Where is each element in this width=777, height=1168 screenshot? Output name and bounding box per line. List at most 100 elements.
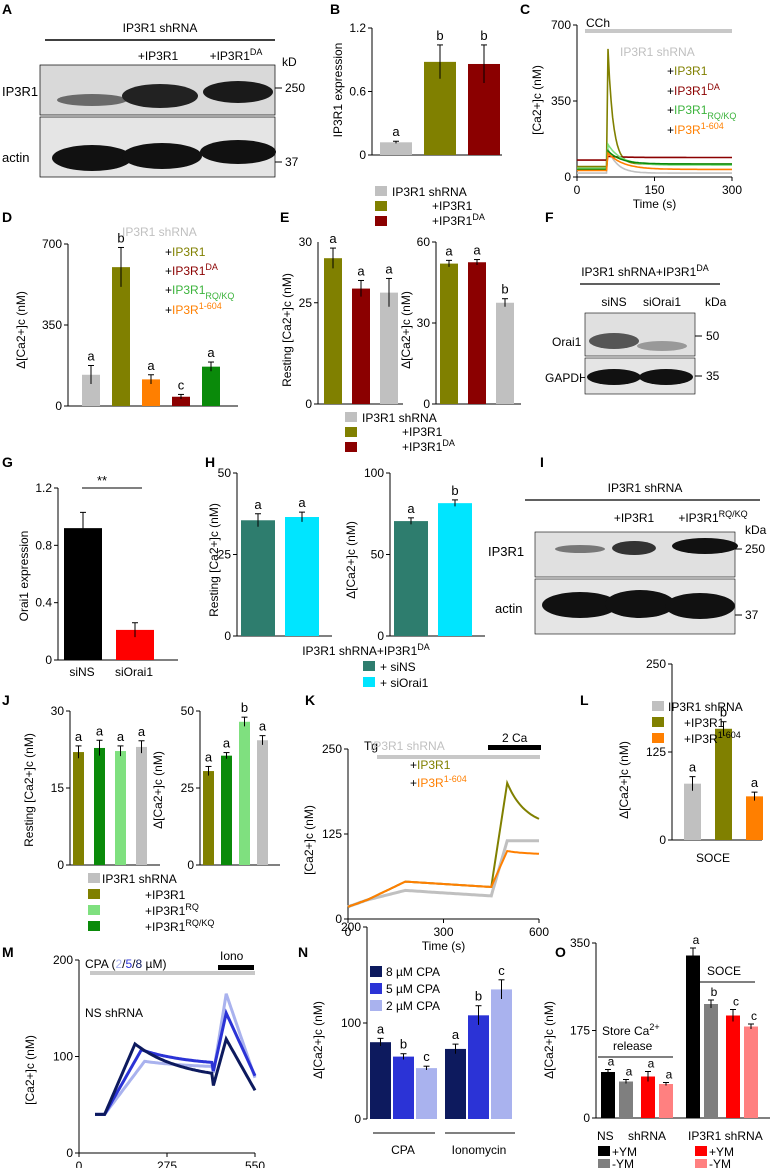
d-y-tick-label: 0 (55, 399, 62, 413)
o-bar (726, 1015, 740, 1118)
legend-c-shrna: IP3R1 shRNA (620, 45, 695, 59)
legend-k-604: +IP3R1-604 (410, 774, 467, 790)
blot-f-kda: kDa (705, 295, 727, 309)
d-sig-letter: a (207, 345, 215, 360)
m-y-tick-label: 100 (53, 1050, 73, 1064)
blot-a-kd-250: 250 (285, 81, 305, 95)
panel-g-chart: 0 0.4 0.8 1.2 Orai1 expression ** siNS siOrai1 (17, 473, 178, 679)
h2-bar (394, 521, 428, 636)
h1-bar (241, 520, 275, 636)
blot-a-kd-label: kD (282, 55, 297, 69)
g-y-tick-label: 1.2 (35, 481, 52, 495)
c-y-label: [Ca2+]c (nM) (530, 65, 544, 135)
panel-letter-o: O (555, 944, 566, 960)
n-group-label: CPA (391, 1143, 415, 1157)
blot-a-row2-label: actin (2, 150, 29, 165)
blot-f-lane1: siNS (601, 295, 626, 309)
k-x-tick-label: 300 (433, 925, 453, 939)
o-bar (686, 955, 700, 1118)
o-legend-ym4: -YM (709, 1157, 731, 1168)
panel-letter-h: H (205, 454, 215, 470)
n-bar (491, 989, 512, 1119)
panel-b-legend: IP3R1 shRNA +IP3R1 +IP3R1DA (375, 185, 485, 228)
j2-y-label: Δ[Ca2+]c (nM) (151, 751, 165, 829)
e2-sig-letter: a (473, 243, 481, 258)
c-x-tick-label: 0 (574, 183, 581, 197)
h1-y-label: Resting [Ca2+]c (nM) (207, 503, 221, 617)
panel-b-chart: 0 0.6 1.2 a b b IP3R1 expression (331, 21, 502, 162)
legend-k-shrna: IP3R1 shRNA (370, 739, 445, 753)
panel-k-chart: 0 125 250 0 300 600 Time (s) [Ca2+]c (nM) Tg 2 Ca (302, 731, 549, 953)
m-y-label: [Ca2+]c (nM) (23, 1035, 37, 1105)
m-x-tick-label: 275 (157, 1159, 177, 1168)
d-sig-letter: c (178, 377, 185, 392)
m-ns-shrna: NS shRNA (85, 1006, 143, 1020)
panel-letter-f: F (545, 209, 554, 225)
j1-y-tick-label: 0 (57, 858, 64, 872)
h2-y-tick-label: 50 (371, 548, 385, 562)
l-bar (746, 796, 763, 840)
legend-c-da: +IP3R1DA (667, 82, 720, 98)
blot-a-lane3-label: +IP3R1DA (210, 47, 263, 63)
g-y-tick-label: 0.8 (35, 538, 52, 552)
j1-sig-letter: a (75, 729, 83, 744)
m-iono: Iono (220, 949, 244, 963)
legend-e-r1: +IP3R1 (402, 425, 443, 439)
k-y-tick-label: 250 (322, 742, 342, 756)
e1-bar (324, 258, 342, 404)
e2-bar (468, 262, 486, 404)
legend-d-rqkq: +IP3R1RQ/KQ (165, 283, 234, 301)
panel-k-legend: IP3R1 shRNA +IP3R1 +IP3R1-604 (370, 739, 467, 790)
panel-m-annotations: CPA (2/5/8 µM) NS shRNA Iono (85, 949, 244, 1020)
legend-c-rqkq: +IP3R1RQ/KQ (667, 103, 736, 121)
c-y-tick-label: 0 (564, 170, 571, 184)
n-legend-label: 2 µM CPA (386, 999, 440, 1013)
d-bar (82, 374, 100, 406)
m-iono-bar (218, 965, 254, 970)
o-legend-ym2: -YM (612, 1157, 634, 1168)
h2-bar (438, 503, 472, 636)
n-group-label: Ionomycin (452, 1143, 507, 1157)
e1-y-label: Resting [Ca2+]c (nM) (280, 273, 294, 387)
j2-sig-letter: b (241, 700, 248, 715)
h1-sig-letter: a (298, 495, 306, 510)
j2-bar (239, 721, 250, 865)
c-y-tick-label: 350 (551, 94, 571, 108)
l-y-tick-label: 125 (646, 745, 666, 759)
blot-a-title: IP3R1 shRNA (123, 21, 198, 35)
panel-letter-d: D (2, 209, 12, 225)
e1-sig-letter: a (329, 231, 337, 246)
e2-y-tick-label: 60 (417, 235, 431, 249)
d-bar (112, 267, 130, 406)
e2-sig-letter: b (501, 282, 508, 297)
e1-y-top-label: 30 (299, 235, 313, 249)
o-sig-letter: c (733, 995, 739, 1009)
c-series-line (577, 141, 732, 170)
panel-letter-g: G (2, 454, 13, 470)
panel-c-legend: IP3R1 shRNA +IP3R1 +IP3R1DA +IP3R1RQ/KQ … (620, 45, 736, 137)
c-x-tick-label: 150 (644, 183, 664, 197)
b-y-tick-label: 0.6 (349, 85, 366, 99)
h1-y-tick-label: 25 (218, 548, 232, 562)
m-x-tick-label: 0 (76, 1159, 83, 1168)
b-sig-letter: b (480, 28, 487, 43)
o-store-release-2: release (613, 1039, 653, 1053)
o-legend-ym1: +YM (612, 1145, 637, 1159)
legend-j-r1: +IP3R1 (145, 888, 186, 902)
n-sig-letter: a (452, 1027, 460, 1042)
o-y-tick-label: 0 (583, 1111, 590, 1125)
panel-o-annotations: SOCE Store Ca2+ release NS shRNA IP3R1 s… (597, 964, 763, 1168)
k-y-tick-label: 0 (335, 912, 342, 926)
legend-e-shrna: IP3R1 shRNA (362, 411, 437, 425)
n-legend-label: 5 µM CPA (386, 982, 440, 996)
g-y-tick-label: 0.4 (35, 596, 52, 610)
o-bar (619, 1081, 633, 1118)
panel-letter-l: L (580, 692, 589, 708)
panel-d-legend: IP3R1 shRNA +IP3R1 +IP3R1DA +IP3R1RQ/KQ … (122, 225, 234, 317)
n-bar (370, 1042, 391, 1119)
o-store-release-1: Store Ca2+ (602, 1022, 660, 1038)
legend-c-r1: +IP3R1 (667, 64, 708, 78)
h2-sig-letter: b (451, 483, 458, 498)
j1-bar (136, 746, 147, 865)
